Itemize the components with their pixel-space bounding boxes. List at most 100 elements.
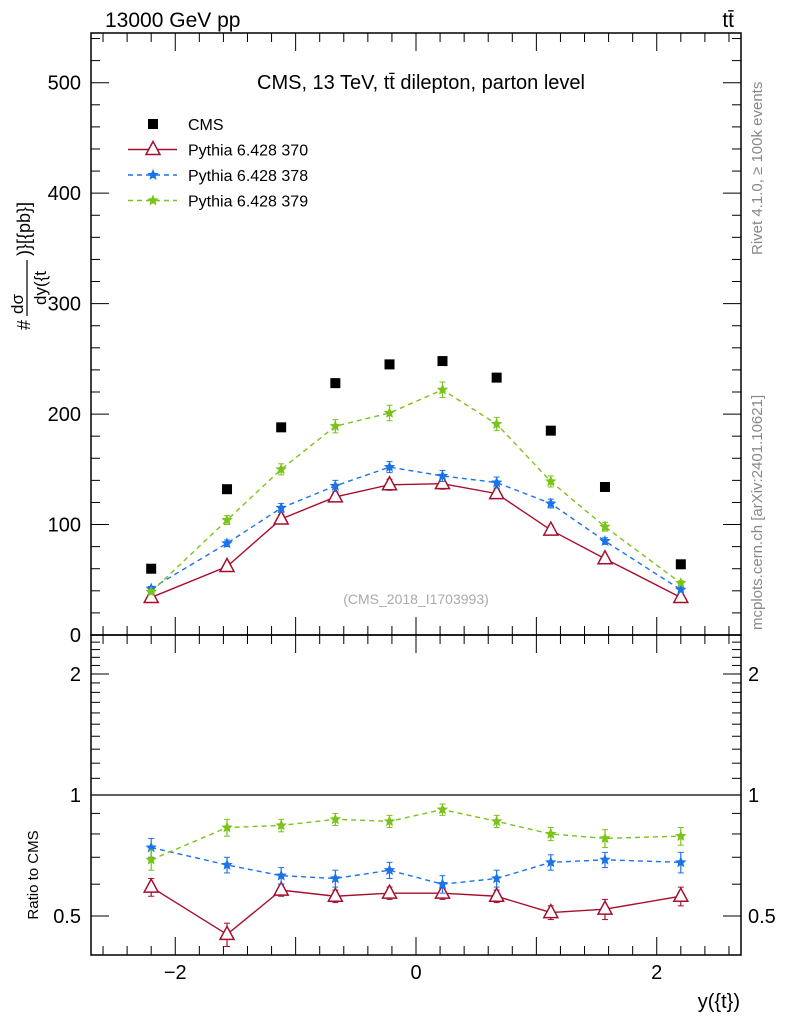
ratio-point-1 — [675, 856, 687, 868]
main-line-2 — [150, 466, 682, 591]
analysis-annotation: (CMS_2018_I1703993) — [343, 591, 489, 607]
ratio-point-1 — [436, 878, 449, 890]
x-tick-label: −2 — [164, 962, 187, 984]
main-point-3 — [145, 585, 157, 597]
ratio-y-tick-label-right: 2 — [748, 664, 759, 686]
ratio-point-1 — [599, 853, 611, 865]
main-point-0 — [675, 559, 686, 570]
energy-label: 13000 GeV pp — [105, 9, 240, 32]
ratio-line-0 — [150, 886, 681, 936]
main-point-2 — [675, 583, 687, 595]
legend-label: Pythia 6.428 370 — [188, 143, 308, 160]
ratio-point-2 — [490, 815, 503, 827]
process-label: tt̄ — [722, 9, 734, 32]
main-point-0 — [599, 481, 610, 492]
main-point-0 — [545, 425, 556, 436]
ratio-y-tick-label: 0.5 — [53, 906, 81, 928]
main-point-2 — [275, 502, 287, 513]
y-tick-label: 500 — [48, 73, 81, 95]
ratio-point-0 — [488, 886, 505, 902]
legend-label: Pythia 6.428 378 — [188, 168, 308, 185]
chart-title: CMS, 13 TeV, tt̄ dilepton, parton level — [257, 72, 585, 94]
svg-text:dσ: dσ — [8, 294, 27, 314]
main-point-3 — [436, 383, 449, 395]
ratio-point-0 — [327, 886, 344, 902]
main-point-3 — [490, 418, 503, 429]
ratio-point-2 — [599, 832, 611, 844]
x-tick-label: 0 — [410, 962, 421, 984]
ratio-point-0 — [542, 902, 560, 919]
x-axis-label: y({t}) — [698, 991, 740, 1013]
legend-marker — [147, 194, 159, 206]
ratio-y-tick-label: 2 — [70, 664, 81, 686]
ratio-point-1 — [490, 872, 503, 884]
main-point-2 — [221, 537, 233, 549]
ratio-point-0 — [218, 924, 236, 941]
main-point-2 — [545, 497, 557, 509]
main-point-3 — [383, 407, 396, 418]
legend-marker — [144, 139, 162, 156]
main-point-0 — [491, 372, 502, 383]
ratio-y-tick-label-right: 0.5 — [748, 906, 776, 928]
main-point-1 — [142, 587, 160, 604]
svg-text:dy({t: dy({t — [31, 271, 50, 305]
x-tick-label: 2 — [651, 962, 662, 984]
ratio-point-1 — [383, 864, 396, 876]
ratio-point-1 — [545, 856, 557, 868]
main-point-1 — [434, 474, 451, 490]
main-point-1 — [218, 556, 236, 573]
legend-marker — [148, 119, 158, 129]
ratio-line-2 — [150, 808, 681, 861]
main-point-2 — [599, 535, 611, 546]
main-point-0 — [437, 356, 448, 367]
main-point-2 — [383, 461, 396, 472]
ratio-point-1 — [329, 872, 342, 884]
y-tick-label: 300 — [48, 294, 81, 316]
main-point-3 — [545, 475, 557, 487]
main-point-2 — [436, 469, 449, 481]
main-point-2 — [490, 476, 503, 488]
main-point-1 — [381, 475, 398, 491]
ratio-line-1 — [151, 846, 681, 885]
main-point-3 — [275, 463, 287, 475]
ratio-point-0 — [381, 883, 398, 899]
site-label: mcplots.cern.ch [arXiv:2401.10621] — [749, 395, 766, 630]
y-tick-label: 200 — [48, 404, 81, 426]
legend-marker — [147, 169, 159, 180]
ratio-point-0 — [142, 877, 160, 893]
ratio-point-2 — [275, 819, 287, 831]
main-point-0 — [276, 422, 287, 433]
main-point-1 — [488, 484, 505, 500]
main-point-0 — [384, 359, 395, 370]
ratio-y-tick-label-right: 1 — [748, 785, 759, 807]
main-point-1 — [272, 509, 290, 525]
y-tick-label: 0 — [70, 625, 81, 647]
ratio-point-0 — [596, 899, 614, 915]
ratio-y-tick-label: 1 — [70, 785, 81, 807]
ratio-point-1 — [275, 869, 287, 881]
ratio-point-1 — [221, 858, 233, 870]
ratio-point-2 — [383, 815, 396, 827]
main-point-3 — [329, 420, 342, 432]
rivet-label: Rivet 4.1.0, ≥ 100k events — [749, 82, 766, 255]
ratio-y-axis-label: Ratio to CMS — [25, 830, 42, 919]
main-point-0 — [222, 484, 233, 495]
main-point-0 — [330, 378, 341, 389]
ratio-point-2 — [221, 821, 233, 833]
ratio-point-2 — [329, 813, 342, 825]
ratio-point-2 — [545, 828, 557, 839]
ratio-point-2 — [145, 853, 157, 865]
legend-label: Pythia 6.428 379 — [188, 194, 308, 211]
y-tick-label: 400 — [48, 183, 81, 205]
main-point-2 — [329, 479, 342, 491]
main-point-3 — [675, 577, 687, 588]
ratio-point-0 — [672, 886, 690, 902]
svg-text:)}[{pb}]: )}[{pb}] — [14, 202, 34, 256]
main-point-3 — [599, 520, 611, 532]
legend-label: CMS — [188, 117, 224, 134]
y-axis-label: # dσ dy({t )}[{pb}] — [8, 202, 50, 330]
ratio-point-2 — [436, 803, 449, 815]
main-line-1 — [150, 482, 682, 599]
ratio-point-0 — [272, 880, 290, 896]
